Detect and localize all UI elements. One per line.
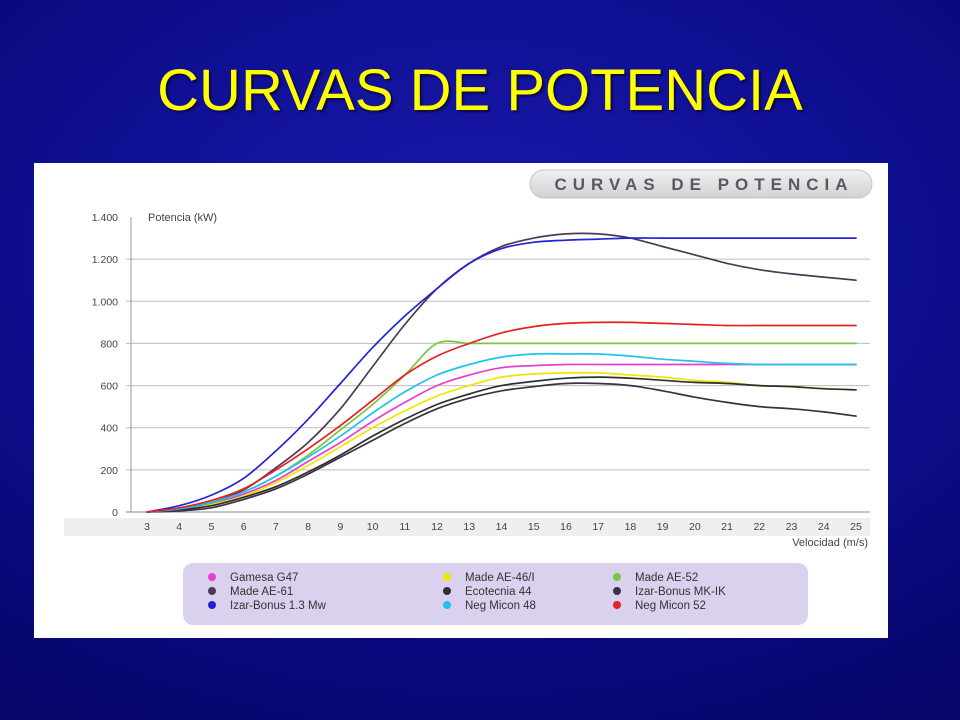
legend-item-ecotecnia-44: Ecotecnia 44 (443, 586, 532, 598)
gridlines (126, 258, 870, 513)
series-line-ecotecnia-44 (146, 376, 857, 513)
x-tick-label: 20 (689, 521, 701, 533)
y-tick-label: 400 (100, 423, 118, 435)
legend-item-made-ae-52: Made AE-52 (613, 572, 698, 584)
legend-swatch (208, 587, 216, 595)
y-tick-label: 1.000 (92, 296, 118, 308)
legend-label: Gamesa G47 (230, 572, 298, 584)
legend-label: Neg Micon 52 (635, 600, 706, 612)
legend-item-gamesa-g47: Gamesa G47 (208, 572, 298, 584)
y-tick-label: 200 (100, 465, 118, 477)
slide-title: CURVAS DE POTENCIA (157, 58, 803, 123)
chart-title-banner: CURVAS DE POTENCIA (529, 169, 873, 199)
x-tick-label: 9 (337, 521, 343, 533)
legend-swatch (613, 573, 621, 581)
chart-title: CURVAS DE POTENCIA (554, 175, 853, 194)
x-tick-label: 11 (399, 521, 410, 533)
legend-label: Ecotecnia 44 (465, 586, 532, 598)
y-axis-title: Potencia (kW) (148, 212, 217, 224)
legend-label: Made AE-46/I (465, 572, 535, 584)
x-tick-label: 18 (625, 521, 637, 533)
y-tick-label: 1.400 (92, 212, 118, 224)
x-tick-label: 16 (560, 521, 572, 533)
x-tick-label: 21 (721, 521, 733, 533)
legend-swatch (208, 601, 216, 609)
legend-swatch (613, 601, 621, 609)
x-axis-title: Velocidad (m/s) (792, 537, 868, 549)
x-tick-label: 15 (528, 521, 540, 533)
series-line-gamesa-g47 (146, 363, 857, 513)
x-axis-label-band (64, 518, 870, 536)
series-line-neg-micon-52 (146, 321, 857, 513)
chart-image: CURVAS DE POTENCIA 0 200 400 600 800 1.000 1.2… (34, 163, 888, 638)
x-tick-label: 7 (273, 521, 279, 533)
legend-item-izar-bonus-mk-ik: Izar-Bonus MK-IK (613, 586, 726, 598)
legend: Gamesa G47 Made AE-46/I Made AE-52 Made AE-… (183, 563, 808, 625)
x-tick-label: 8 (305, 521, 311, 533)
legend-item-neg-micon-52: Neg Micon 52 (613, 600, 706, 612)
x-axis-ticks: 3 4 5 6 7 8 9 10 11 12 13 14 15 16 17 18 19 20 21 22 23 24 25 (144, 521, 862, 533)
power-curves-chart: CURVAS DE POTENCIA 0 200 400 600 800 1.000 1.2… (64, 169, 873, 625)
series-line-neg-micon-48 (146, 352, 857, 513)
legend-swatch (443, 573, 451, 581)
legend-label: Made AE-52 (635, 572, 698, 584)
x-tick-label: 24 (818, 521, 830, 533)
legend-label: Izar-Bonus MK-IK (635, 586, 726, 598)
x-tick-label: 14 (496, 521, 508, 533)
legend-label: Made AE-61 (230, 586, 293, 598)
x-tick-label: 19 (657, 521, 669, 533)
legend-item-made-ae-61: Made AE-61 (208, 586, 293, 598)
x-tick-label: 4 (176, 521, 182, 533)
x-tick-label: 23 (786, 521, 798, 533)
x-tick-label: 10 (367, 521, 379, 533)
y-tick-label: 600 (100, 381, 118, 393)
chart-title-banner-background (529, 169, 873, 199)
legend-label: Izar-Bonus 1.3 Mw (230, 600, 327, 612)
x-tick-label: 22 (753, 521, 765, 533)
legend-item-neg-micon-48: Neg Micon 48 (443, 600, 536, 612)
y-tick-label: 1.200 (92, 254, 118, 266)
legend-items: Gamesa G47 Made AE-46/I Made AE-52 Made AE-… (208, 572, 726, 612)
series-line-izar-bonus-1-3-mw (146, 237, 857, 513)
legend-swatch (613, 587, 621, 595)
x-tick-label: 17 (592, 521, 604, 533)
series-line-made-ae-52 (146, 340, 857, 513)
x-tick-label: 3 (144, 521, 150, 533)
legend-swatch (443, 587, 451, 595)
series-lines (146, 232, 857, 513)
legend-swatch (443, 601, 451, 609)
x-tick-label: 5 (209, 521, 215, 533)
legend-swatch (208, 573, 216, 581)
x-tick-label: 13 (463, 521, 475, 533)
x-tick-label: 12 (431, 521, 443, 533)
legend-label: Neg Micon 48 (465, 600, 536, 612)
y-tick-label: 0 (112, 507, 118, 519)
y-axis-ticks: 0 200 400 600 800 1.000 1.200 1.400 (92, 212, 118, 519)
legend-item-made-ae-46-i: Made AE-46/I (443, 572, 535, 584)
legend-background (183, 563, 808, 625)
x-tick-label: 25 (850, 521, 862, 533)
series-line-izar-bonus-mk-ik (146, 382, 857, 513)
y-tick-label: 800 (100, 338, 118, 350)
legend-item-izar-bonus-1-3-mw: Izar-Bonus 1.3 Mw (208, 600, 327, 612)
x-tick-label: 6 (241, 521, 247, 533)
